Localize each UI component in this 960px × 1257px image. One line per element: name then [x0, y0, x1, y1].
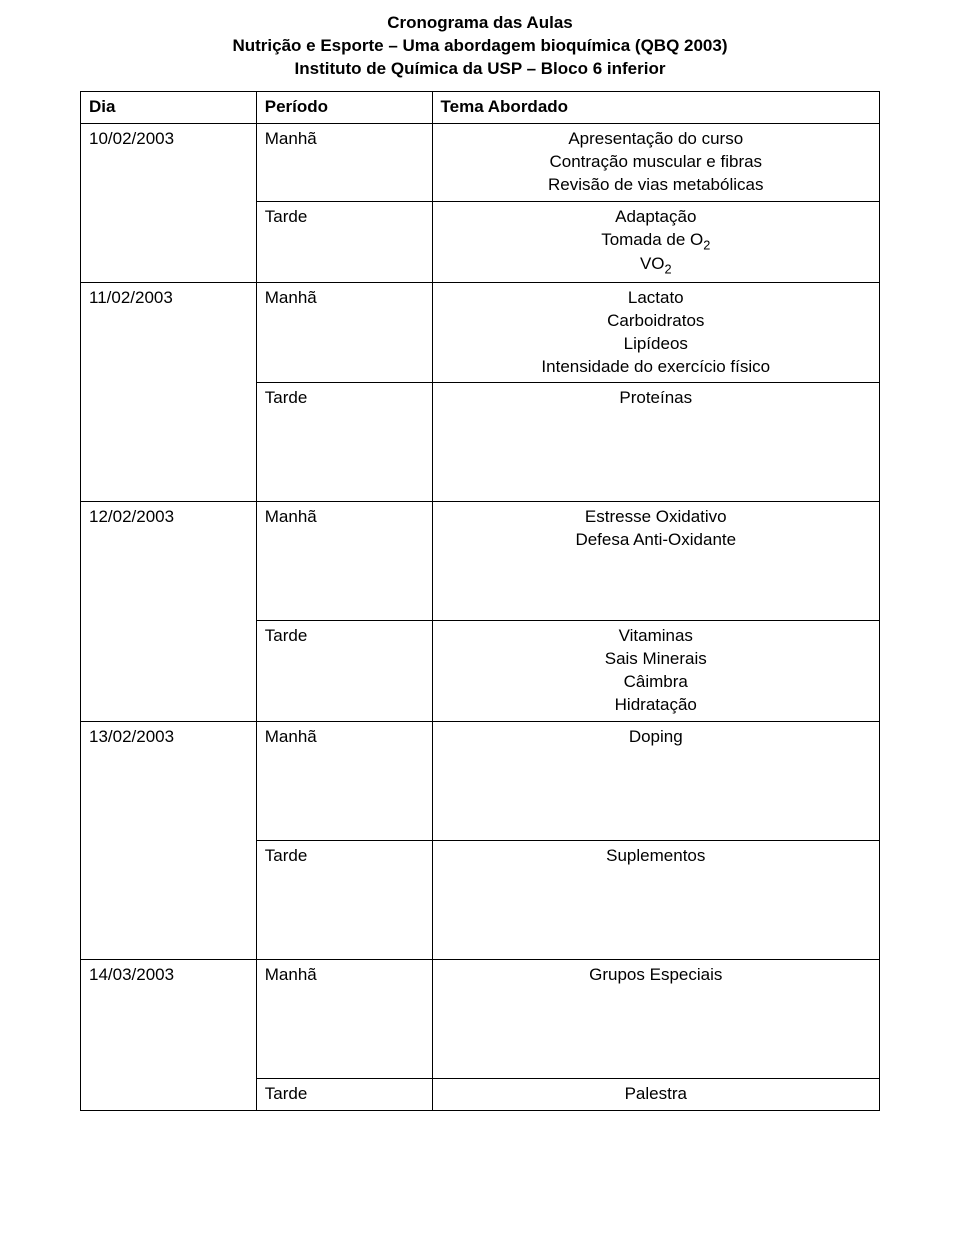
title-line-1: Cronograma das Aulas	[80, 12, 880, 35]
tema-line: Apresentação do curso	[568, 129, 743, 148]
cell-date: 13/02/2003	[81, 722, 257, 960]
cell-period: Tarde	[256, 201, 432, 282]
cell-period: Manhã	[256, 960, 432, 1079]
cell-period: Manhã	[256, 502, 432, 621]
tema-line: Câimbra	[624, 672, 688, 691]
cell-tema: Suplementos	[432, 841, 879, 960]
tema-line: Proteínas	[619, 388, 692, 407]
tema-line: Adaptação	[615, 207, 696, 226]
tema-line: Suplementos	[606, 846, 705, 865]
table-row: 11/02/2003 Manhã Lactato Carboidratos Li…	[81, 282, 880, 383]
header-tema: Tema Abordado	[432, 91, 879, 123]
cell-tema: Estresse Oxidativo Defesa Anti-Oxidante	[432, 502, 879, 621]
table-row: 12/02/2003 Manhã Estresse Oxidativo Defe…	[81, 502, 880, 621]
tema-line: Revisão de vias metabólicas	[548, 175, 763, 194]
cell-tema: Doping	[432, 722, 879, 841]
table-row: 14/03/2003 Manhã Grupos Especiais	[81, 960, 880, 1079]
title-block: Cronograma das Aulas Nutrição e Esporte …	[80, 12, 880, 81]
tema-line: Estresse Oxidativo	[585, 507, 727, 526]
tema-line: Sais Minerais	[605, 649, 707, 668]
cell-date: 11/02/2003	[81, 282, 257, 502]
tema-line: Lactato	[628, 288, 684, 307]
cell-period: Manhã	[256, 282, 432, 383]
tema-line: Hidratação	[615, 695, 697, 714]
tema-line: VO2	[640, 254, 672, 273]
tema-line: Intensidade do exercício físico	[541, 357, 770, 376]
table-header-row: Dia Período Tema Abordado	[81, 91, 880, 123]
tema-line: Defesa Anti-Oxidante	[575, 530, 736, 549]
cell-tema: Palestra	[432, 1079, 879, 1111]
schedule-table: Dia Período Tema Abordado 10/02/2003 Man…	[80, 91, 880, 1111]
tema-line: Carboidratos	[607, 311, 704, 330]
cell-tema: Proteínas	[432, 383, 879, 502]
cell-period: Tarde	[256, 621, 432, 722]
cell-period: Tarde	[256, 1079, 432, 1111]
cell-tema: Apresentação do curso Contração muscular…	[432, 123, 879, 201]
header-periodo: Período	[256, 91, 432, 123]
cell-tema: Vitaminas Sais Minerais Câimbra Hidrataç…	[432, 621, 879, 722]
cell-date: 14/03/2003	[81, 960, 257, 1111]
cell-tema: Adaptação Tomada de O2 VO2	[432, 201, 879, 282]
cell-period: Manhã	[256, 722, 432, 841]
tema-line: Grupos Especiais	[589, 965, 722, 984]
tema-line: Vitaminas	[619, 626, 693, 645]
title-line-2: Nutrição e Esporte – Uma abordagem bioqu…	[80, 35, 880, 58]
cell-date: 10/02/2003	[81, 123, 257, 282]
cell-date: 12/02/2003	[81, 502, 257, 722]
table-row: 13/02/2003 Manhã Doping	[81, 722, 880, 841]
cell-period: Manhã	[256, 123, 432, 201]
cell-period: Tarde	[256, 841, 432, 960]
cell-tema: Grupos Especiais	[432, 960, 879, 1079]
tema-line: Palestra	[625, 1084, 687, 1103]
cell-tema: Lactato Carboidratos Lipídeos Intensidad…	[432, 282, 879, 383]
tema-line: Tomada de O2	[601, 230, 710, 249]
tema-line: Contração muscular e fibras	[549, 152, 762, 171]
header-dia: Dia	[81, 91, 257, 123]
tema-line: Lipídeos	[624, 334, 688, 353]
title-line-3: Instituto de Química da USP – Bloco 6 in…	[80, 58, 880, 81]
tema-line: Doping	[629, 727, 683, 746]
cell-period: Tarde	[256, 383, 432, 502]
table-row: 10/02/2003 Manhã Apresentação do curso C…	[81, 123, 880, 201]
